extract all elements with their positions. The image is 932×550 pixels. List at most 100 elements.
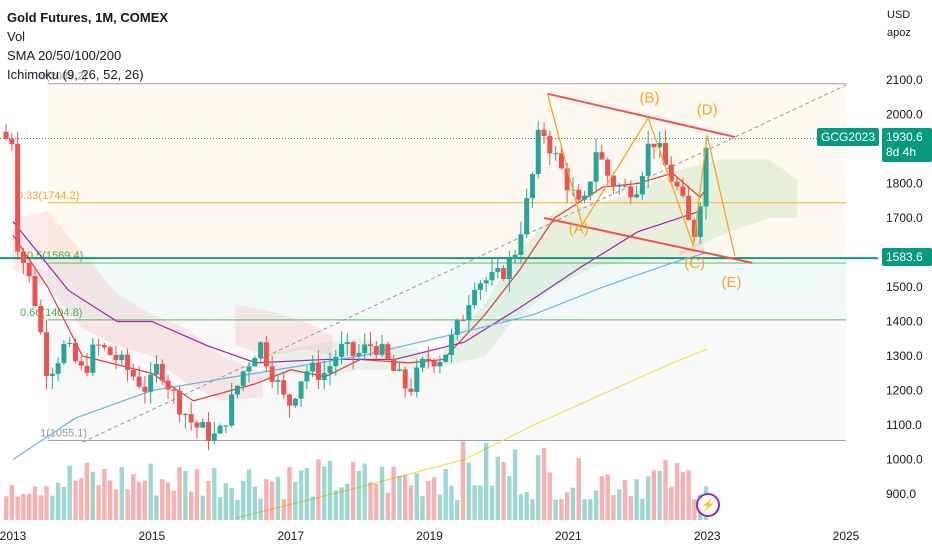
candle-body-108: [628, 186, 634, 198]
volume-bar-5: [32, 486, 38, 520]
volume-bar-26: [154, 495, 159, 520]
volume-bar-77: [449, 485, 454, 520]
candle-body-66: [385, 344, 391, 360]
candle-body-82: [477, 283, 483, 290]
candle-body-29: [171, 389, 177, 391]
candle-body-41: [240, 371, 246, 386]
wave-label-3: (D): [697, 102, 718, 119]
candle-body-56: [327, 366, 333, 374]
x-tick-label-2: 2017: [277, 529, 304, 543]
volume-bar-107: [622, 480, 628, 520]
candle-body-32: [188, 414, 194, 423]
candle-body-62: [362, 344, 368, 354]
candle-body-49: [287, 394, 293, 406]
candle-body-120: [697, 206, 703, 238]
volume-bar-11: [67, 465, 72, 520]
candle-body-64: [373, 346, 379, 355]
volume-bar-43: [252, 486, 258, 520]
volume-bar-70: [408, 485, 414, 520]
symbol-title[interactable]: Gold Futures, 1M, COMEX: [7, 10, 169, 25]
candle-body-63: [367, 344, 373, 347]
candle-body-111: [645, 143, 651, 176]
volume-bar-84: [489, 485, 495, 520]
candle-body-24: [142, 386, 148, 392]
volume-bar-74: [431, 477, 437, 520]
volume-bar-114: [663, 460, 668, 520]
candle-body-36: [211, 433, 217, 441]
candle-body-38: [223, 425, 229, 427]
candle-body-59: [344, 342, 350, 345]
channel-lower-line: [543, 217, 753, 264]
volume-bar-111: [645, 476, 651, 520]
candle-body-104: [605, 159, 611, 176]
volume-bar-85: [495, 456, 500, 520]
dashed-trendline: [82, 84, 847, 443]
candle-body-102: [593, 152, 599, 182]
lightning-icon[interactable]: ⚡: [696, 493, 720, 517]
candle-body-52: [304, 371, 310, 382]
elliott-wave-path: [546, 93, 736, 257]
candle-body-60: [350, 342, 356, 356]
y-tick-label-8: 1700.0: [886, 211, 923, 225]
candle-body-54: [315, 362, 321, 380]
volume-bar-99: [576, 458, 581, 520]
volume-bar-115: [669, 487, 674, 520]
volume-bar-24: [142, 480, 148, 520]
volume-bar-41: [241, 481, 246, 520]
candle-body-101: [587, 181, 593, 196]
volume-bar-50: [293, 481, 298, 520]
fib-zone-3: [47, 319, 847, 441]
candle-body-105: [610, 175, 616, 187]
candle-body-14: [84, 365, 90, 373]
currency-label[interactable]: USD: [887, 9, 911, 21]
candle-body-113: [657, 143, 663, 148]
candle-body-44: [258, 342, 264, 359]
candle-body-12: [72, 342, 78, 362]
volume-bar-17: [102, 468, 107, 520]
fib-level-label-2: 0.5(1569.4): [27, 250, 83, 262]
last-price-badge: 1930.6 8d 4h: [882, 128, 932, 162]
candle-body-89: [518, 234, 524, 255]
candle-body-84: [489, 272, 495, 281]
x-tick-label-3: 2019: [416, 529, 443, 543]
volume-bar-18: [107, 480, 113, 520]
candle-body-57: [333, 356, 339, 367]
fib-level-label-0: 0(2089.2): [40, 71, 87, 83]
volume-bar-89: [518, 494, 524, 520]
fib-zone-1: [47, 202, 847, 264]
legend-vol[interactable]: Vol: [7, 29, 26, 44]
candle-body-55: [321, 373, 327, 380]
y-tick-label-0: 900.0: [886, 487, 916, 501]
volume-bar-100: [582, 499, 587, 520]
candle-body-118: [686, 195, 692, 220]
candle-body-19: [113, 354, 119, 361]
legend-sma[interactable]: SMA 20/50/100/200: [7, 48, 122, 63]
y-tick-label-6: 1500.0: [886, 280, 923, 294]
candle-body-70: [408, 388, 414, 392]
candle-body-22: [130, 369, 136, 377]
x-tick-label-1: 2015: [138, 529, 165, 543]
volume-bar-19: [113, 489, 119, 520]
candle-body-93: [541, 129, 547, 137]
legend-ichimoku[interactable]: Ichimoku (9, 26, 52, 26): [7, 67, 144, 82]
volume-bar-118: [686, 470, 691, 520]
candle-body-20: [119, 354, 125, 361]
volume-bar-32: [188, 491, 194, 520]
candle-body-116: [674, 181, 680, 187]
user-label: apoz: [887, 27, 911, 39]
volume-bar-29: [171, 490, 177, 520]
volume-bar-81: [472, 485, 477, 520]
candle-body-5: [32, 276, 38, 306]
candle-body-85: [495, 268, 501, 273]
volume-bar-28: [165, 482, 171, 520]
candle-body-112: [651, 143, 657, 148]
volume-bar-80: [466, 462, 472, 520]
channel-upper-line: [547, 92, 736, 138]
candle-body-68: [396, 369, 402, 371]
candle-body-1: [9, 138, 15, 144]
volume-bar-92: [536, 455, 541, 520]
candle-body-39: [229, 394, 235, 426]
volume-bar-38: [223, 483, 229, 520]
